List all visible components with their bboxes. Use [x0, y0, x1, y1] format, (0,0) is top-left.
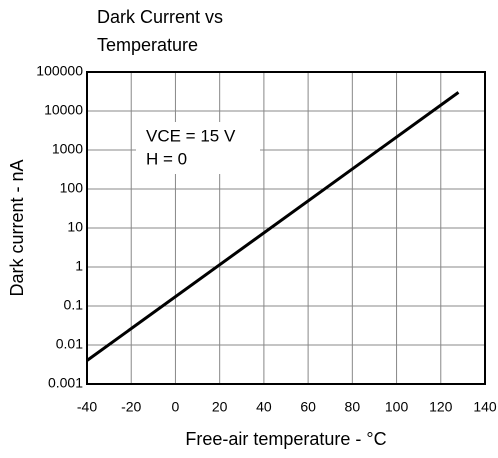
data-line — [86, 91, 460, 362]
plot-frame — [86, 71, 486, 385]
x-tick-label: 40 — [256, 399, 272, 415]
x-tick-label: 120 — [429, 399, 453, 415]
x-tick-label: 20 — [212, 399, 228, 415]
y-axis-label: Dark current - nA — [7, 159, 27, 296]
chart-title: Dark Current vs — [97, 7, 223, 27]
y-tick-label: 0.1 — [64, 297, 84, 313]
x-tick-label: -40 — [77, 399, 97, 415]
y-tick-label: 0.01 — [56, 336, 83, 352]
x-tick-label: 0 — [172, 399, 180, 415]
y-tick-label: 10000 — [44, 102, 83, 118]
chart-title: Temperature — [97, 35, 198, 55]
annotation: VCE = 15 V — [146, 126, 236, 145]
x-tick-label: 60 — [300, 399, 316, 415]
x-tick-label: 80 — [345, 399, 361, 415]
y-tick-label: 100000 — [36, 63, 83, 79]
x-tick-label: -20 — [121, 399, 141, 415]
annotation: H = 0 — [146, 149, 187, 168]
x-tick-label: 100 — [385, 399, 409, 415]
y-tick-label: 0.001 — [48, 375, 83, 391]
y-tick-label: 1 — [75, 258, 83, 274]
y-tick-label: 10 — [67, 219, 83, 235]
x-axis-label: Free-air temperature - °C — [185, 429, 386, 449]
y-tick-label: 100 — [60, 180, 84, 196]
y-tick-label: 1000 — [52, 141, 83, 157]
annotation-box — [136, 122, 260, 174]
x-tick-label: 140 — [473, 399, 497, 415]
